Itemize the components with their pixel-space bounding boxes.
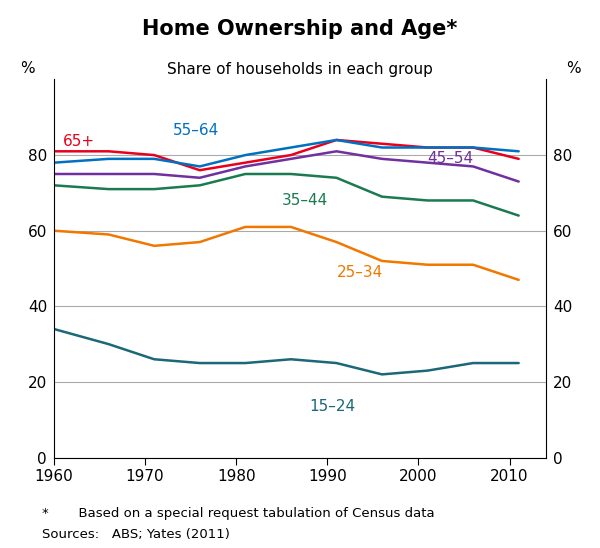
Title: Share of households in each group: Share of households in each group [167, 62, 433, 77]
Text: *       Based on a special request tabulation of Census data: * Based on a special request tabulation … [42, 507, 434, 520]
Text: Home Ownership and Age*: Home Ownership and Age* [142, 19, 458, 39]
Text: 35–44: 35–44 [282, 193, 328, 208]
Text: %: % [20, 61, 34, 76]
Text: 65+: 65+ [63, 134, 95, 150]
Text: 25–34: 25–34 [337, 265, 383, 280]
Text: 55–64: 55–64 [172, 123, 218, 138]
Text: 45–54: 45–54 [428, 151, 473, 167]
Text: %: % [566, 61, 580, 76]
Text: Sources:   ABS; Yates (2011): Sources: ABS; Yates (2011) [42, 528, 230, 541]
Text: 15–24: 15–24 [309, 399, 355, 414]
